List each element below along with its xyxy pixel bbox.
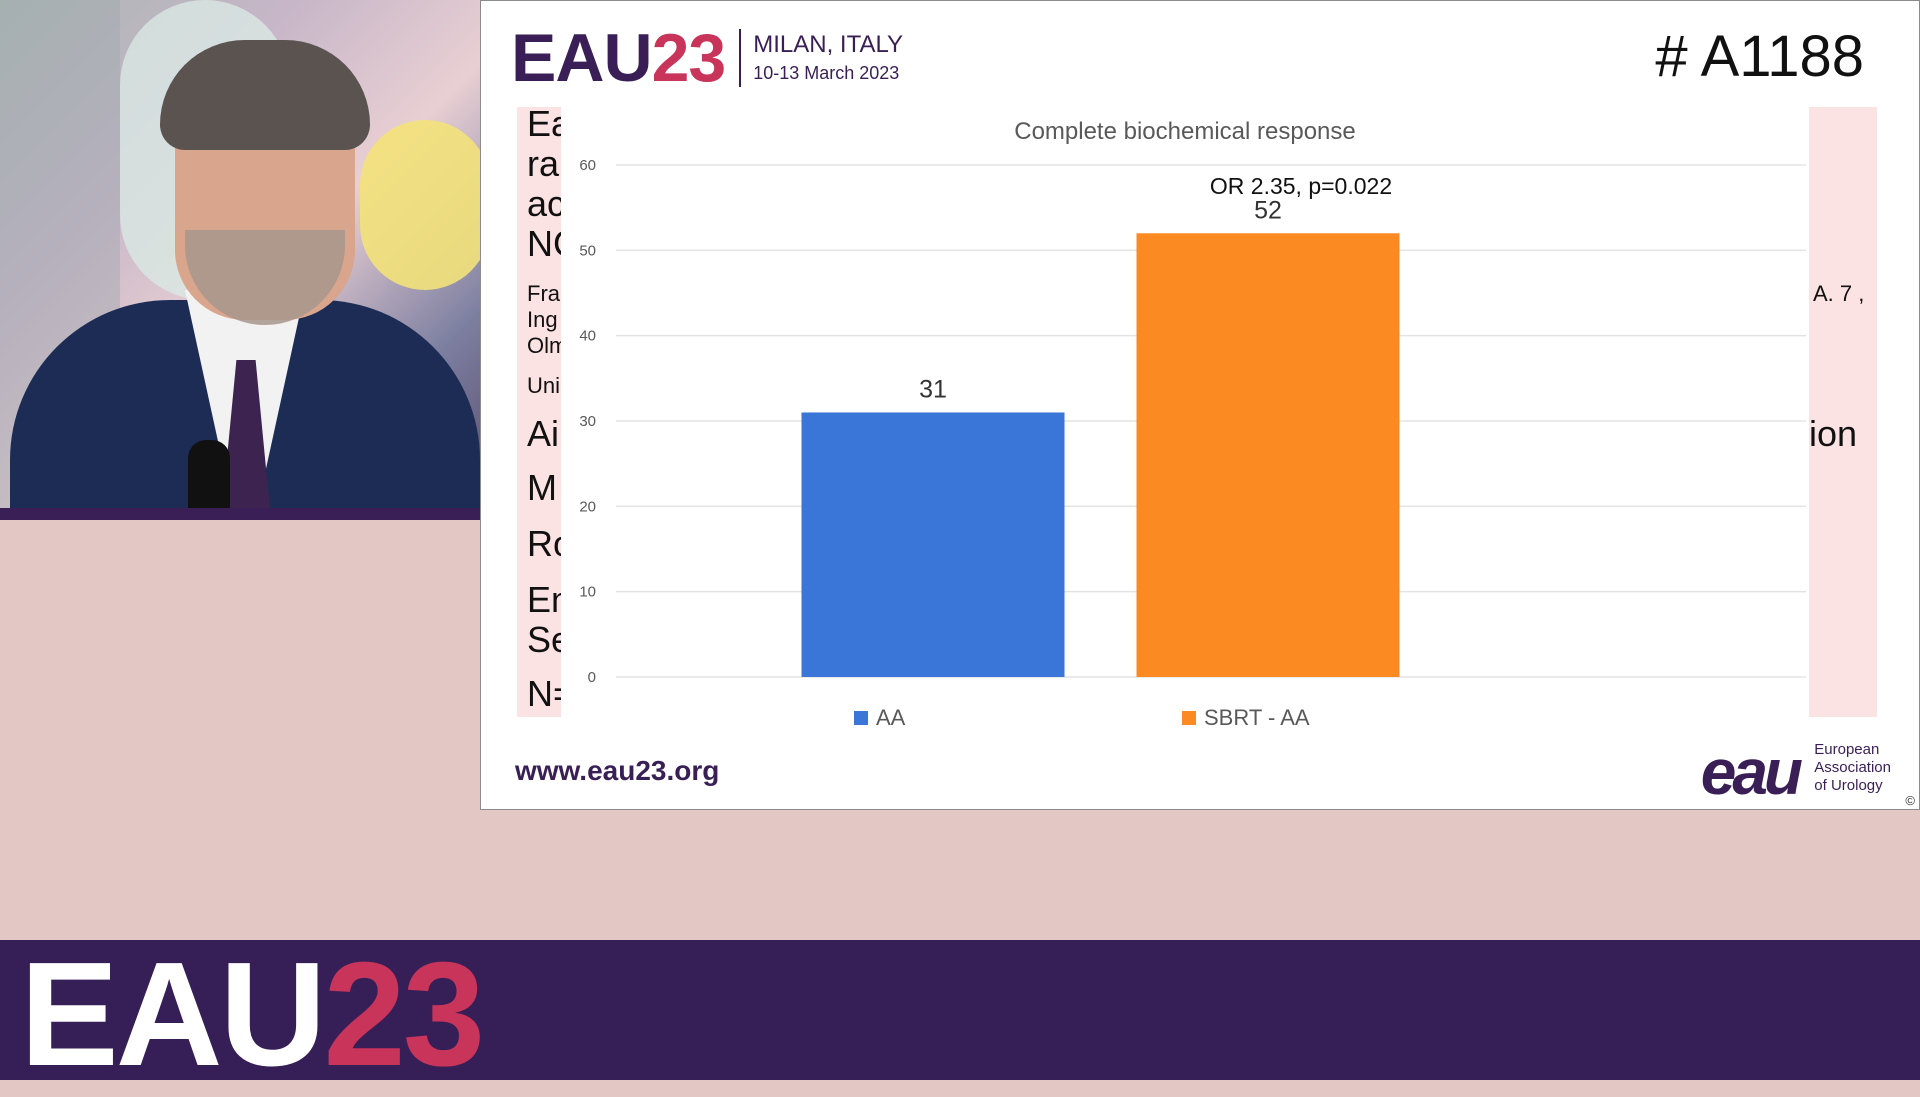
y-tick-label: 20 [579,498,596,515]
banner-logo: EAU23 [20,932,485,1097]
poster-fragment: ac [527,183,566,224]
eau-org-line: European [1814,741,1880,758]
y-tick-label: 40 [579,328,596,345]
poster-fragment: Ai [527,413,560,454]
eau-org-line: of Urology [1814,777,1883,794]
legend-label: SBRT - AA [1204,705,1310,730]
microphone [188,440,230,508]
poster-fragment: M [527,467,557,508]
congress-dates: 10-13 March 2023 [753,62,900,83]
bar-chart: Complete biochemical response OR 2.35, p=… [579,118,1806,730]
banner-brand-year: 23 [323,932,485,1097]
eau-org-name: European Association of Urology [1814,741,1891,795]
poster-fragment: A. 7 , [1813,281,1865,306]
banner-brand-name: EAU [20,932,326,1097]
y-tick-label: 0 [588,669,596,686]
poster-fragment: Fra [527,281,560,306]
legend-swatch [854,711,868,725]
slide-brand-logo: EAU23 [511,19,727,97]
poster-fragment: ra [527,143,560,184]
website-link: www.eau23.org [515,755,720,786]
speaker-hair [160,40,370,150]
slide-brand: EAU23 MILAN, ITALY 10-13 March 2023 [511,19,903,97]
presentation-slide: EAU23 MILAN, ITALY 10-13 March 2023 # A1… [480,0,1920,810]
y-tick-label: 30 [579,413,596,430]
eau-logo: eau [1700,736,1803,808]
bar-sbrt-aa [1136,233,1400,677]
y-tick-label: 10 [579,584,596,601]
video-background-shape [360,120,480,290]
copyright-icon: © [1905,793,1915,808]
poster-fragment: Ing [527,307,558,332]
brand-name: EAU [511,20,653,96]
chart-bars [801,233,1400,677]
eau-org-line: Association [1814,759,1891,776]
y-tick-label: 60 [579,157,596,174]
y-tick-label: 50 [579,242,596,259]
legend-label: AA [876,705,906,730]
poster-fragment: Uni [527,373,561,398]
data-label: 31 [919,375,947,403]
legend-swatch [1182,711,1196,725]
bottom-banner: EAU23 [0,933,1920,1096]
chart-labels: Complete biochemical response OR 2.35, p=… [579,118,1392,730]
speaker-video [0,0,480,520]
poster-fragment: ion [1809,413,1858,454]
poster-fragment: Olm [527,333,568,358]
data-label: 52 [1254,196,1282,224]
chart-title: Complete biochemical response [1014,118,1356,145]
congress-location: MILAN, ITALY [753,30,904,58]
brand-separator [739,29,742,87]
chart-panel: Complete biochemical response OR 2.35, p=… [561,107,1809,747]
chart-annotation: OR 2.35, p=0.022 [1210,173,1392,199]
bar-aa [801,412,1065,677]
abstract-id: # A1188 [1655,24,1864,89]
brand-year: 23 [651,20,727,96]
